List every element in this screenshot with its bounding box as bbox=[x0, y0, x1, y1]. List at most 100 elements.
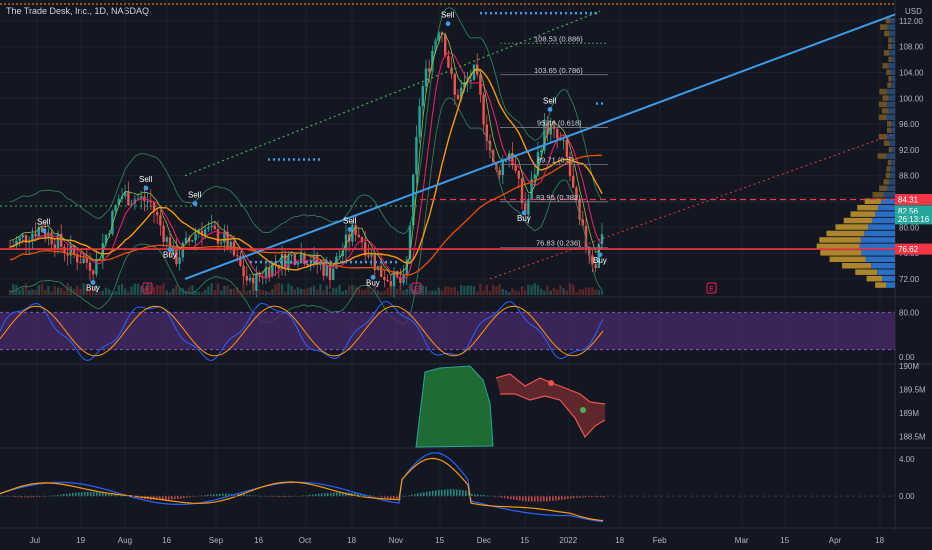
macd-histogram-bar bbox=[522, 496, 524, 501]
macd-histogram-bar bbox=[63, 494, 65, 496]
candle-down bbox=[242, 266, 244, 276]
macd-histogram-bar bbox=[459, 490, 461, 496]
candle-up bbox=[220, 243, 222, 244]
volume-bar bbox=[524, 290, 526, 295]
volume-profile-bar-buy bbox=[890, 31, 895, 37]
volume-profile-bar-sell bbox=[880, 24, 887, 30]
volume-bar bbox=[511, 288, 513, 295]
price-axis-tick-label: 92.00 bbox=[899, 146, 920, 155]
volume-bar bbox=[329, 291, 331, 295]
volume-bar bbox=[422, 285, 424, 295]
macd-histogram-bar bbox=[528, 496, 530, 501]
candle-up bbox=[562, 140, 564, 141]
price-axis-tick-label: 72.00 bbox=[899, 275, 920, 284]
macd-histogram-bar bbox=[81, 492, 83, 496]
volume-profile-bar-sell bbox=[886, 166, 890, 172]
macd-histogram-bar bbox=[525, 496, 527, 501]
macd-histogram-bar bbox=[516, 496, 518, 500]
sell-signal-label: Sell bbox=[543, 96, 557, 105]
candle-up bbox=[166, 237, 168, 241]
macd-histogram-bar bbox=[456, 489, 458, 496]
buy-signal-label: Buy bbox=[366, 278, 380, 287]
candle-down bbox=[79, 262, 81, 263]
candle-down bbox=[383, 277, 385, 280]
volume-profile-bar-buy bbox=[891, 69, 895, 75]
candle-down bbox=[236, 255, 238, 256]
volume-bar bbox=[44, 290, 46, 295]
macd-histogram-bar bbox=[489, 496, 491, 497]
macd-histogram-bar bbox=[477, 494, 479, 496]
candle-up bbox=[230, 242, 232, 249]
volume-profile-bar-sell bbox=[877, 153, 886, 159]
volume-bar bbox=[25, 283, 27, 295]
macd-histogram-bar bbox=[495, 496, 497, 497]
macd-histogram-bar bbox=[519, 496, 521, 500]
volume-bar bbox=[598, 290, 600, 295]
volume-bar bbox=[473, 286, 475, 295]
time-axis-tick-label: 19 bbox=[76, 536, 85, 545]
candle-up bbox=[194, 234, 196, 241]
candle-down bbox=[444, 34, 446, 56]
volume-bar bbox=[447, 287, 449, 295]
volume-bar bbox=[550, 291, 552, 295]
macd-histogram-bar bbox=[183, 496, 185, 498]
price-axis-tick-label: 112.00 bbox=[899, 17, 923, 26]
macd-histogram-bar bbox=[201, 496, 203, 497]
volume-bar bbox=[444, 287, 446, 295]
volume-bar bbox=[454, 287, 456, 295]
volume-bar bbox=[540, 289, 542, 295]
volume-profile-bar-sell bbox=[884, 50, 890, 56]
volume-bar bbox=[201, 292, 203, 295]
candle-up bbox=[418, 106, 420, 137]
macd-histogram-bar bbox=[597, 496, 599, 497]
volume-profile-bar-buy bbox=[887, 102, 895, 108]
macd-histogram-bar bbox=[429, 491, 431, 496]
time-axis-tick-label: Aug bbox=[118, 536, 132, 545]
macd-histogram-bar bbox=[99, 492, 101, 496]
volume-bar bbox=[134, 284, 136, 295]
volume-profile-bar-buy bbox=[887, 89, 895, 95]
volume-bar bbox=[450, 287, 452, 295]
volume-bar bbox=[386, 288, 388, 295]
volume-bar bbox=[76, 285, 78, 295]
volume-bar bbox=[556, 289, 558, 295]
candle-up bbox=[204, 229, 206, 235]
volume-bar bbox=[348, 286, 350, 295]
sell-signal-label: Sell bbox=[343, 216, 357, 225]
macd-histogram-bar bbox=[33, 496, 35, 497]
macd-histogram-bar bbox=[546, 496, 548, 501]
volume-bar bbox=[268, 292, 270, 295]
volume-bar bbox=[255, 292, 257, 295]
candle-down bbox=[367, 255, 369, 256]
volume-bar bbox=[127, 291, 129, 295]
fib-level-label: 89.71 (0.5) bbox=[537, 156, 574, 165]
volume-profile-bar-buy bbox=[871, 263, 895, 269]
macd-histogram-bar bbox=[303, 496, 305, 497]
volume-bar bbox=[306, 288, 308, 295]
candle-up bbox=[527, 199, 529, 215]
volume-bar bbox=[108, 289, 110, 295]
buy-signal-label: Buy bbox=[163, 251, 177, 260]
sell-marker-dot bbox=[193, 201, 198, 206]
volume-profile-bar-buy bbox=[887, 115, 895, 121]
volume-profile-bar-sell bbox=[875, 282, 886, 288]
candle-down bbox=[386, 280, 388, 281]
volume-bar bbox=[230, 289, 232, 295]
earnings-marker-label: E bbox=[414, 284, 419, 293]
volume-bar bbox=[166, 290, 168, 295]
volume-bar bbox=[441, 290, 443, 295]
volume-bar bbox=[140, 286, 142, 295]
volume-bar bbox=[425, 287, 427, 295]
volume-bar bbox=[210, 283, 212, 295]
macd-histogram-bar bbox=[540, 496, 542, 501]
volume-bar bbox=[364, 290, 366, 295]
macd-histogram-bar bbox=[447, 489, 449, 496]
macd-histogram-bar bbox=[501, 496, 503, 498]
volume-profile-bar-sell bbox=[886, 173, 891, 179]
volume-bar bbox=[198, 292, 200, 295]
volume-bar bbox=[169, 292, 171, 295]
candle-up bbox=[297, 263, 299, 265]
macd-histogram-bar bbox=[207, 495, 209, 496]
candle-up bbox=[18, 237, 20, 240]
